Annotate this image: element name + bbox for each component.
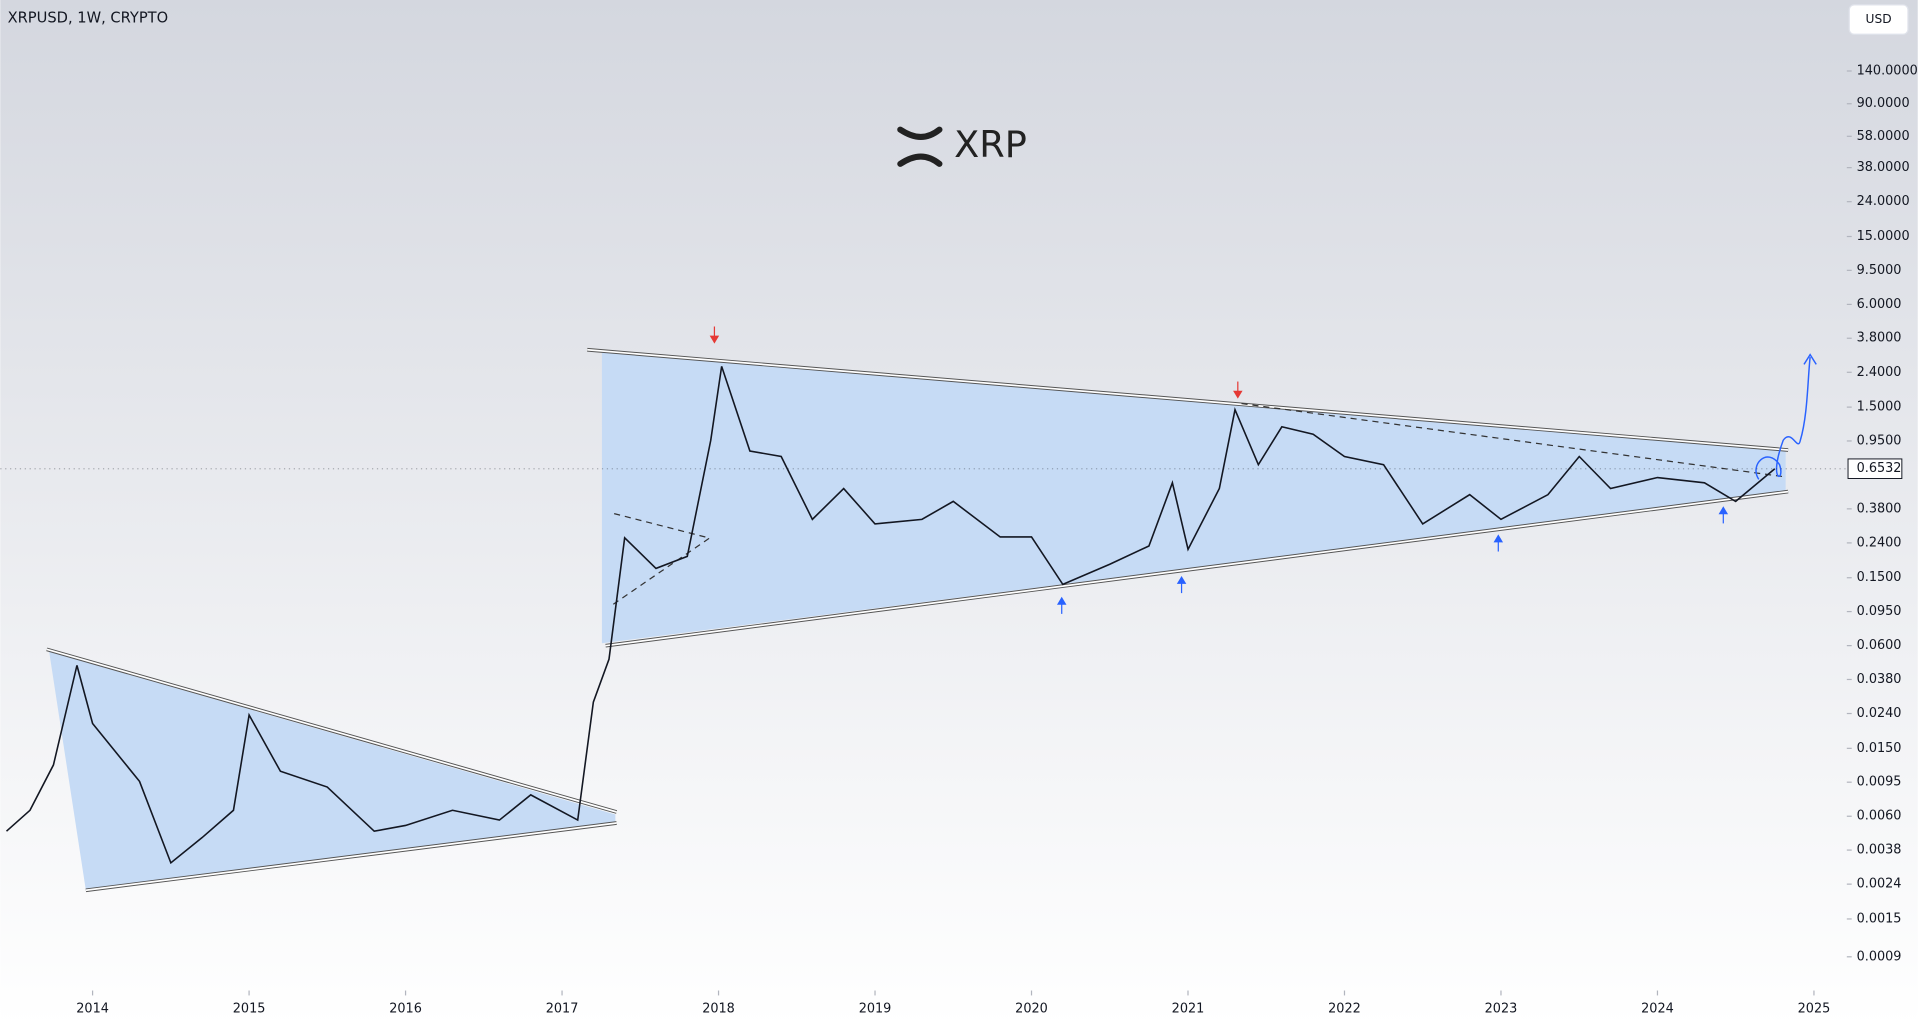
y-tick-label: 0.0060: [1857, 809, 1902, 824]
currency-button[interactable]: [1848, 4, 1909, 35]
price-line: [5, 366, 1776, 865]
dashed-line: [1241, 402, 1786, 478]
triangle-fill: [49, 651, 616, 891]
y-tick-label: 9.5000: [1857, 263, 1902, 278]
y-tick-label: 0.1500: [1857, 570, 1902, 585]
dashed-triangle: [611, 513, 711, 606]
y-tick-label: 58.0000: [1857, 129, 1910, 144]
triangle-fill: [601, 350, 1786, 644]
y-tick-label: 0.3800: [1857, 501, 1902, 516]
x-tick-label: 2025: [1798, 1001, 1831, 1016]
y-tick-label: 24.0000: [1857, 194, 1910, 209]
y-tick-label: 0.0150: [1857, 741, 1902, 756]
x-tick-label: 2024: [1641, 1001, 1674, 1016]
symbol-label: XRPUSD, 1W, CRYPTO: [8, 9, 169, 26]
y-tick-label: 0.2400: [1857, 535, 1902, 550]
projection-curve: [1755, 357, 1811, 480]
y-tick-label: 0.0240: [1857, 706, 1902, 721]
currency-button-label[interactable]: USD: [1866, 12, 1892, 26]
red-arrows: [709, 326, 1243, 399]
x-tick-label: 2020: [1015, 1001, 1048, 1016]
y-tick-label: 0.0009: [1857, 949, 1902, 964]
y-tick-label: 38.0000: [1857, 160, 1910, 175]
trend-line: [587, 348, 1789, 451]
y-tick-label: 0.0600: [1857, 638, 1902, 653]
last-price-label: 0.6532: [1857, 461, 1902, 476]
x-tick-label: 2018: [702, 1001, 735, 1016]
y-tick-label: 0.0038: [1857, 843, 1902, 858]
last-price-box: [1847, 458, 1903, 479]
trend-line: [46, 648, 617, 813]
x-tick-label: 2015: [233, 1001, 266, 1016]
drawings: [46, 126, 1817, 893]
y-tick-label: 140.0000: [1857, 64, 1918, 79]
y-tick-label: 90.0000: [1857, 96, 1910, 111]
y-tick-label: 1.5000: [1857, 400, 1902, 415]
y-tick-label: 6.0000: [1857, 297, 1902, 312]
y-tick-label: 0.0950: [1857, 604, 1902, 619]
y-tick-label: 0.0380: [1857, 672, 1902, 687]
trend-line: [605, 490, 1789, 647]
x-tick-label: 2016: [389, 1001, 422, 1016]
x-tick-label: 2019: [859, 1001, 892, 1016]
x-tick-label: 2017: [546, 1001, 579, 1016]
logo-text: XRP: [954, 123, 1027, 166]
y-tick-label: 15.0000: [1857, 229, 1910, 244]
xrp-logo: [897, 126, 943, 167]
y-tick-label: 3.8000: [1857, 331, 1902, 346]
y-tick-label: 0.9500: [1857, 433, 1902, 448]
projection-arrow: [1803, 353, 1817, 365]
x-tick-label: 2021: [1172, 1001, 1205, 1016]
x-tick-label: 2023: [1485, 1001, 1518, 1016]
x-tick-label: 2022: [1328, 1001, 1361, 1016]
x-tick-label: 2014: [76, 1001, 109, 1016]
y-tick-label: 0.0095: [1857, 775, 1902, 790]
y-tick-label: 0.0015: [1857, 911, 1902, 926]
trend-line: [85, 822, 617, 892]
blue-arrows: [1056, 506, 1729, 614]
y-tick-label: 0.0024: [1857, 877, 1902, 892]
y-tick-label: 2.4000: [1857, 365, 1902, 380]
